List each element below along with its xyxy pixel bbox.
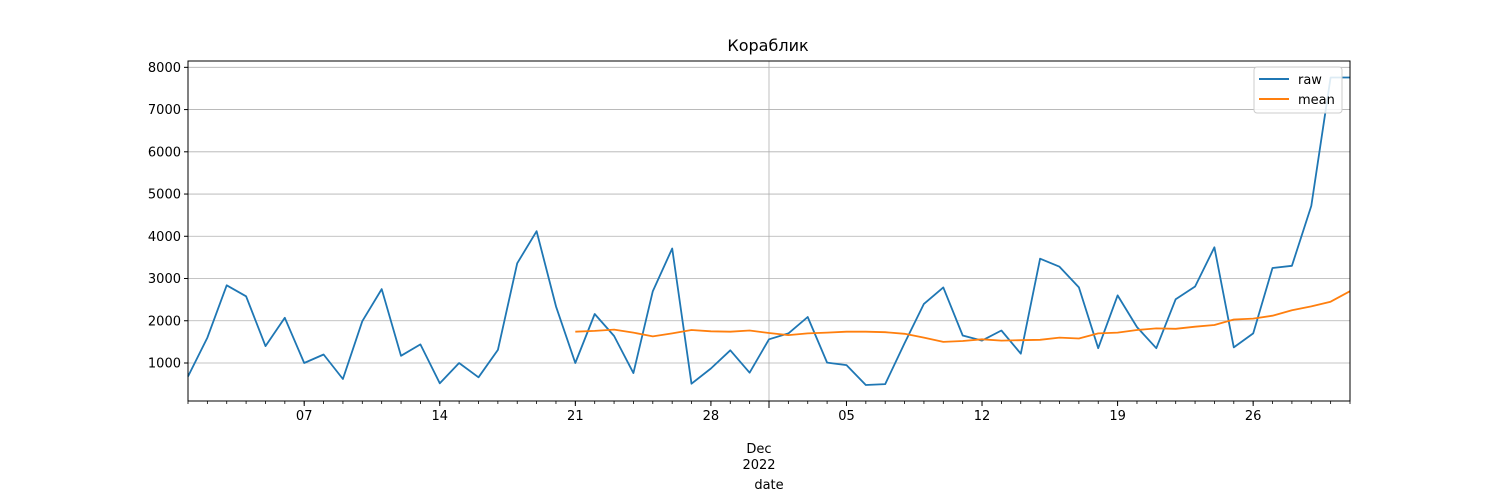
x-month-label: Dec	[746, 442, 771, 457]
y-tick-label: 6000	[148, 145, 181, 160]
x-axis-label: date	[754, 478, 783, 493]
x-tick-label: 21	[567, 409, 584, 424]
x-tick-label: 05	[838, 409, 855, 424]
legend: raw mean	[1253, 66, 1343, 114]
x-tick-label: 14	[431, 409, 448, 424]
legend-label-raw: raw	[1298, 73, 1322, 88]
y-axis: 1000 2000 3000 4000 5000 6000 7000 8000	[148, 61, 188, 371]
x-tick-label: 28	[703, 409, 720, 424]
y-tick-label: 3000	[148, 272, 181, 287]
chart-title: Кораблик	[727, 36, 809, 55]
x-year-label: 2022	[742, 458, 775, 473]
series-line-raw	[187, 76, 1350, 386]
x-tick-label: 26	[1245, 409, 1262, 424]
series-line-mean	[575, 290, 1351, 343]
y-tick-label: 1000	[148, 356, 181, 371]
legend-label-mean: mean	[1298, 93, 1335, 108]
x-tick-label: 19	[1109, 409, 1126, 424]
x-tick-label: 12	[974, 409, 991, 424]
y-tick-label: 8000	[148, 61, 181, 76]
grid	[188, 61, 1350, 401]
y-tick-label: 2000	[148, 314, 181, 329]
series-group	[187, 76, 1351, 386]
x-axis: 07 14 21 28 05 12 19 26	[187, 401, 1351, 424]
y-tick-label: 4000	[148, 230, 181, 245]
x-tick-label: 07	[296, 409, 313, 424]
y-tick-label: 7000	[148, 103, 181, 118]
y-tick-label: 5000	[148, 188, 181, 203]
